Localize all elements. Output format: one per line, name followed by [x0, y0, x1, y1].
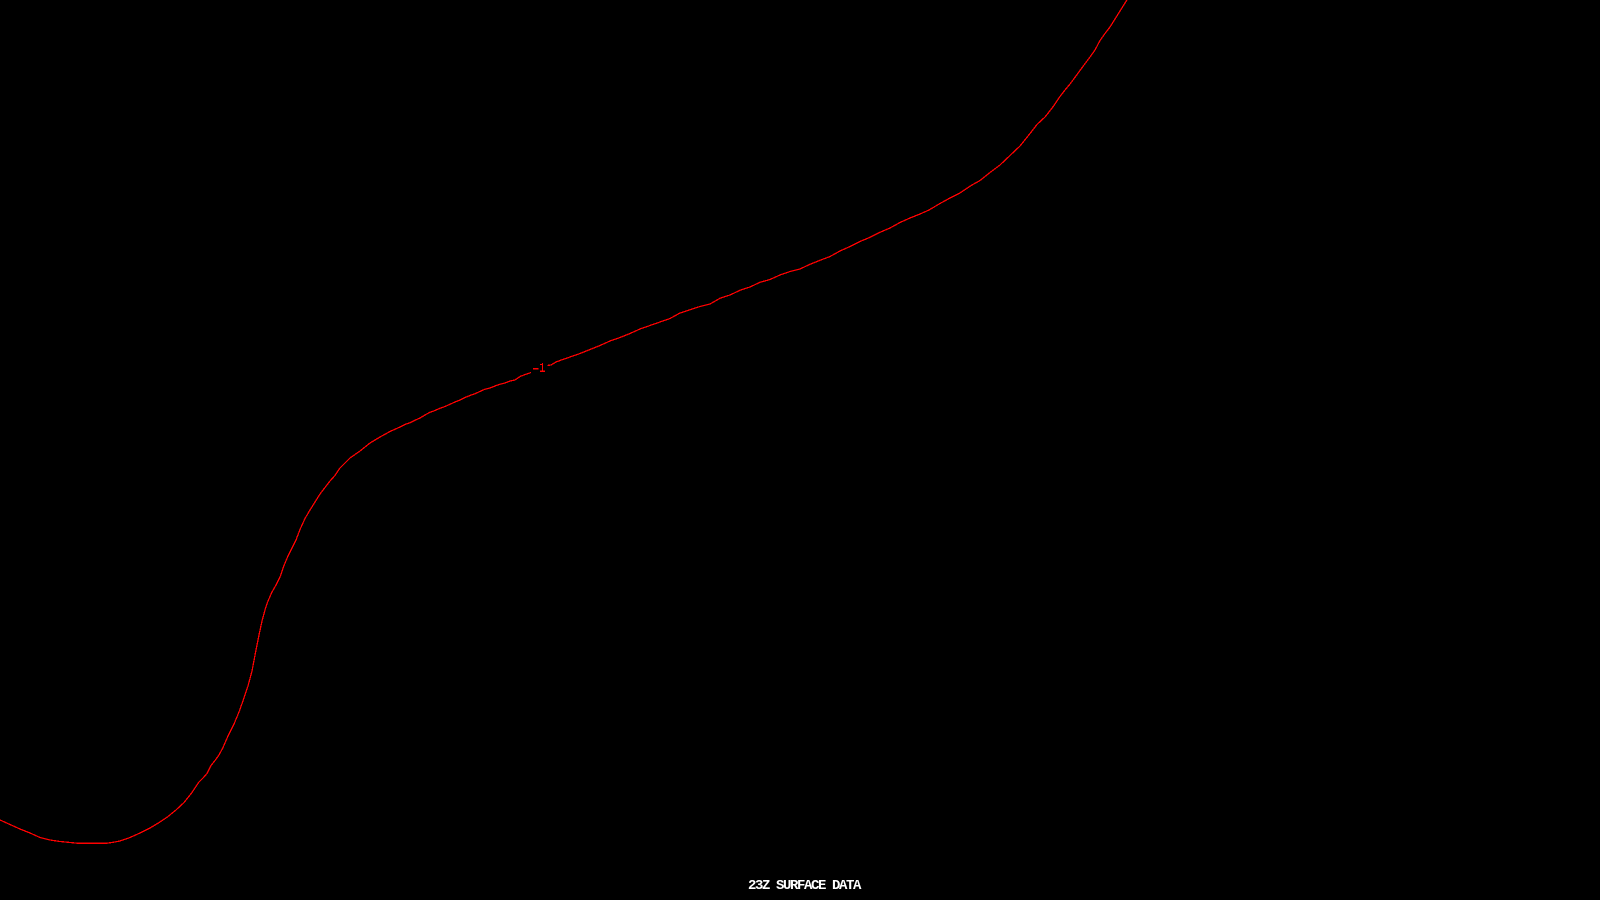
svg-text:23Z SURFACE DATA: 23Z SURFACE DATA: [748, 878, 862, 894]
